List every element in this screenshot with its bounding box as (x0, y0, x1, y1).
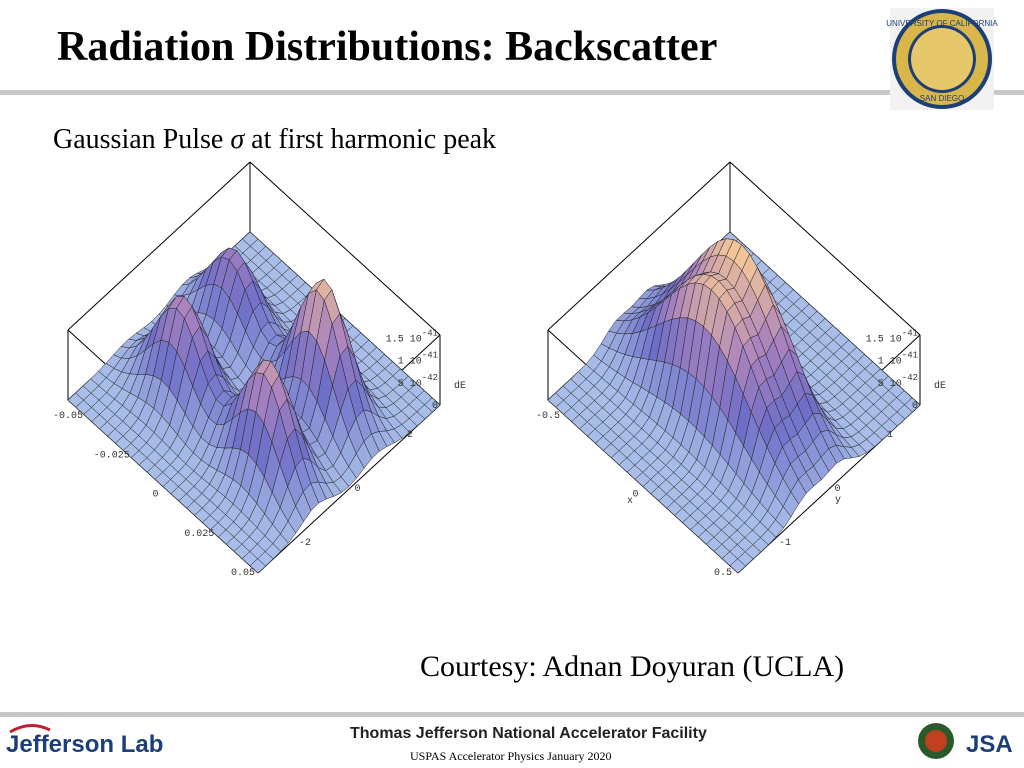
z-tick-base: 5 10 (878, 379, 902, 390)
facility: Thomas Jefferson National Accelerator Fa… (350, 725, 707, 742)
course: USPAS Accelerator Physics January 2020 (410, 749, 612, 763)
box-edge (67, 161, 251, 331)
y-tick-label: 0 (354, 484, 360, 495)
logo-text: SAN DIEGO (920, 94, 964, 103)
z-tick-base: 0 (912, 401, 918, 412)
subtitle: Gaussian Pulse σ at first harmonic peak (53, 124, 496, 155)
z-tick-base: 1 10 (398, 357, 422, 368)
z-tick-label: 1 10-41 (878, 351, 918, 368)
y-axis-label: y (835, 495, 841, 506)
z-tick-label: 1.5 10-41 (386, 329, 438, 346)
z-tick-base: 0 (432, 401, 438, 412)
subtitle-symbol: σ (230, 124, 245, 155)
logo-text: UNIVERSITY OF CALIFORNIA (886, 19, 998, 28)
z-tick-base: 1.5 10 (386, 335, 422, 346)
z-tick-exp: -41 (422, 351, 438, 361)
footer-rule (0, 712, 1024, 717)
header-rule (0, 90, 1024, 95)
z-tick-label: 1.5 10-41 (866, 329, 918, 346)
x-tick-label: -0.025 (94, 450, 130, 461)
z-axis-label: dE (934, 380, 946, 392)
x-tick-label: 0.025 (184, 529, 214, 540)
surface-plot: 1.5 10-411 10-415 10-420dE-0.05-0.02500.… (53, 161, 466, 579)
x-tick-label: 0.05 (231, 568, 255, 579)
z-tick-exp: -42 (902, 373, 918, 383)
y-tick-label: 2 (407, 430, 413, 441)
z-tick-base: 1.5 10 (866, 335, 902, 346)
y-tick-label: 1 (887, 430, 893, 441)
z-tick-label: 1 10-41 (398, 351, 438, 368)
courtesy: Courtesy: Adnan Doyuran (UCLA) (420, 650, 844, 683)
x-tick-label: 0 (152, 490, 158, 501)
z-tick-base: 1 10 (878, 357, 902, 368)
plots: 1.5 10-411 10-415 10-420dE-0.05-0.02500.… (53, 161, 946, 579)
x-tick-label: 0.5 (714, 568, 732, 579)
z-tick-exp: -41 (902, 351, 918, 361)
x-tick-label: -0.05 (53, 411, 83, 422)
y-tick-label: -1 (779, 538, 791, 549)
z-tick-exp: -41 (422, 329, 438, 339)
jsa-logo: JSA (966, 731, 1013, 758)
z-tick-exp: -42 (422, 373, 438, 383)
box-edge (249, 161, 441, 336)
title: Radiation Distributions: Backscatter (57, 24, 717, 70)
lab-name: Jefferson Lab (6, 731, 163, 758)
subtitle-text: Gaussian Pulse (53, 124, 230, 155)
z-tick-label: 5 10-42 (878, 373, 918, 390)
x-axis-label: x (627, 496, 633, 507)
subtitle-text: at first harmonic peak (244, 124, 496, 155)
z-tick-label: 5 10-42 (398, 373, 438, 390)
y-tick-label: -2 (299, 538, 311, 549)
z-tick-label: 0 (912, 401, 918, 412)
box-edge (257, 404, 441, 574)
surface-patch (729, 558, 746, 574)
z-axis-label: dE (454, 380, 466, 392)
z-tick-label: 0 (432, 401, 438, 412)
surface-patch (249, 558, 266, 574)
y-tick-label: 0 (834, 484, 840, 495)
doe-logo (925, 730, 947, 752)
x-tick-label: 0 (632, 490, 638, 501)
z-tick-exp: -41 (902, 329, 918, 339)
box-edge (547, 161, 731, 331)
x-tick-label: -0.5 (536, 411, 560, 422)
lab-swoosh (9, 724, 51, 734)
z-tick-base: 5 10 (398, 379, 422, 390)
box-edge (729, 161, 921, 336)
ucsd-logo: UNIVERSITY OF CALIFORNIA SAN DIEGO (886, 8, 998, 110)
